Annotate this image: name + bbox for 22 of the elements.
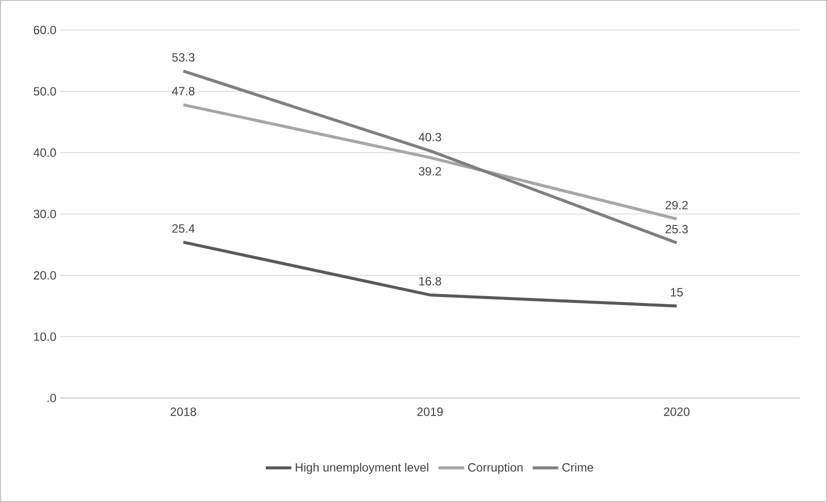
legend-label: Crime bbox=[562, 462, 594, 472]
data-label: 15 bbox=[670, 288, 683, 296]
y-tick-label: 30.0 bbox=[34, 210, 56, 218]
y-tick-label: 20.0 bbox=[34, 271, 56, 280]
legend-label: High unemployment level bbox=[296, 462, 428, 474]
data-label: 40.3 bbox=[418, 132, 442, 142]
y-tick-label: .0 bbox=[48, 394, 56, 402]
y-tick-label: 50.0 bbox=[34, 87, 56, 96]
y-tick-label: 10.0 bbox=[34, 332, 56, 341]
data-label: 53.3 bbox=[172, 53, 194, 62]
y-tick-label: 40.0 bbox=[33, 148, 56, 157]
data-label: 25.4 bbox=[172, 224, 195, 233]
y-tick-label: 60.0 bbox=[34, 26, 56, 34]
data-label: 25.3 bbox=[666, 224, 688, 234]
legend-label: Corruption bbox=[468, 462, 523, 474]
x-tick-label: 2020 bbox=[664, 408, 690, 416]
data-label: 39.2 bbox=[418, 167, 442, 176]
x-tick-label: 2018 bbox=[170, 408, 196, 416]
data-label: 16.8 bbox=[419, 277, 442, 286]
data-label: 47.8 bbox=[172, 86, 194, 96]
x-tick-label: 2019 bbox=[417, 408, 443, 416]
data-label: 29.2 bbox=[666, 200, 688, 210]
